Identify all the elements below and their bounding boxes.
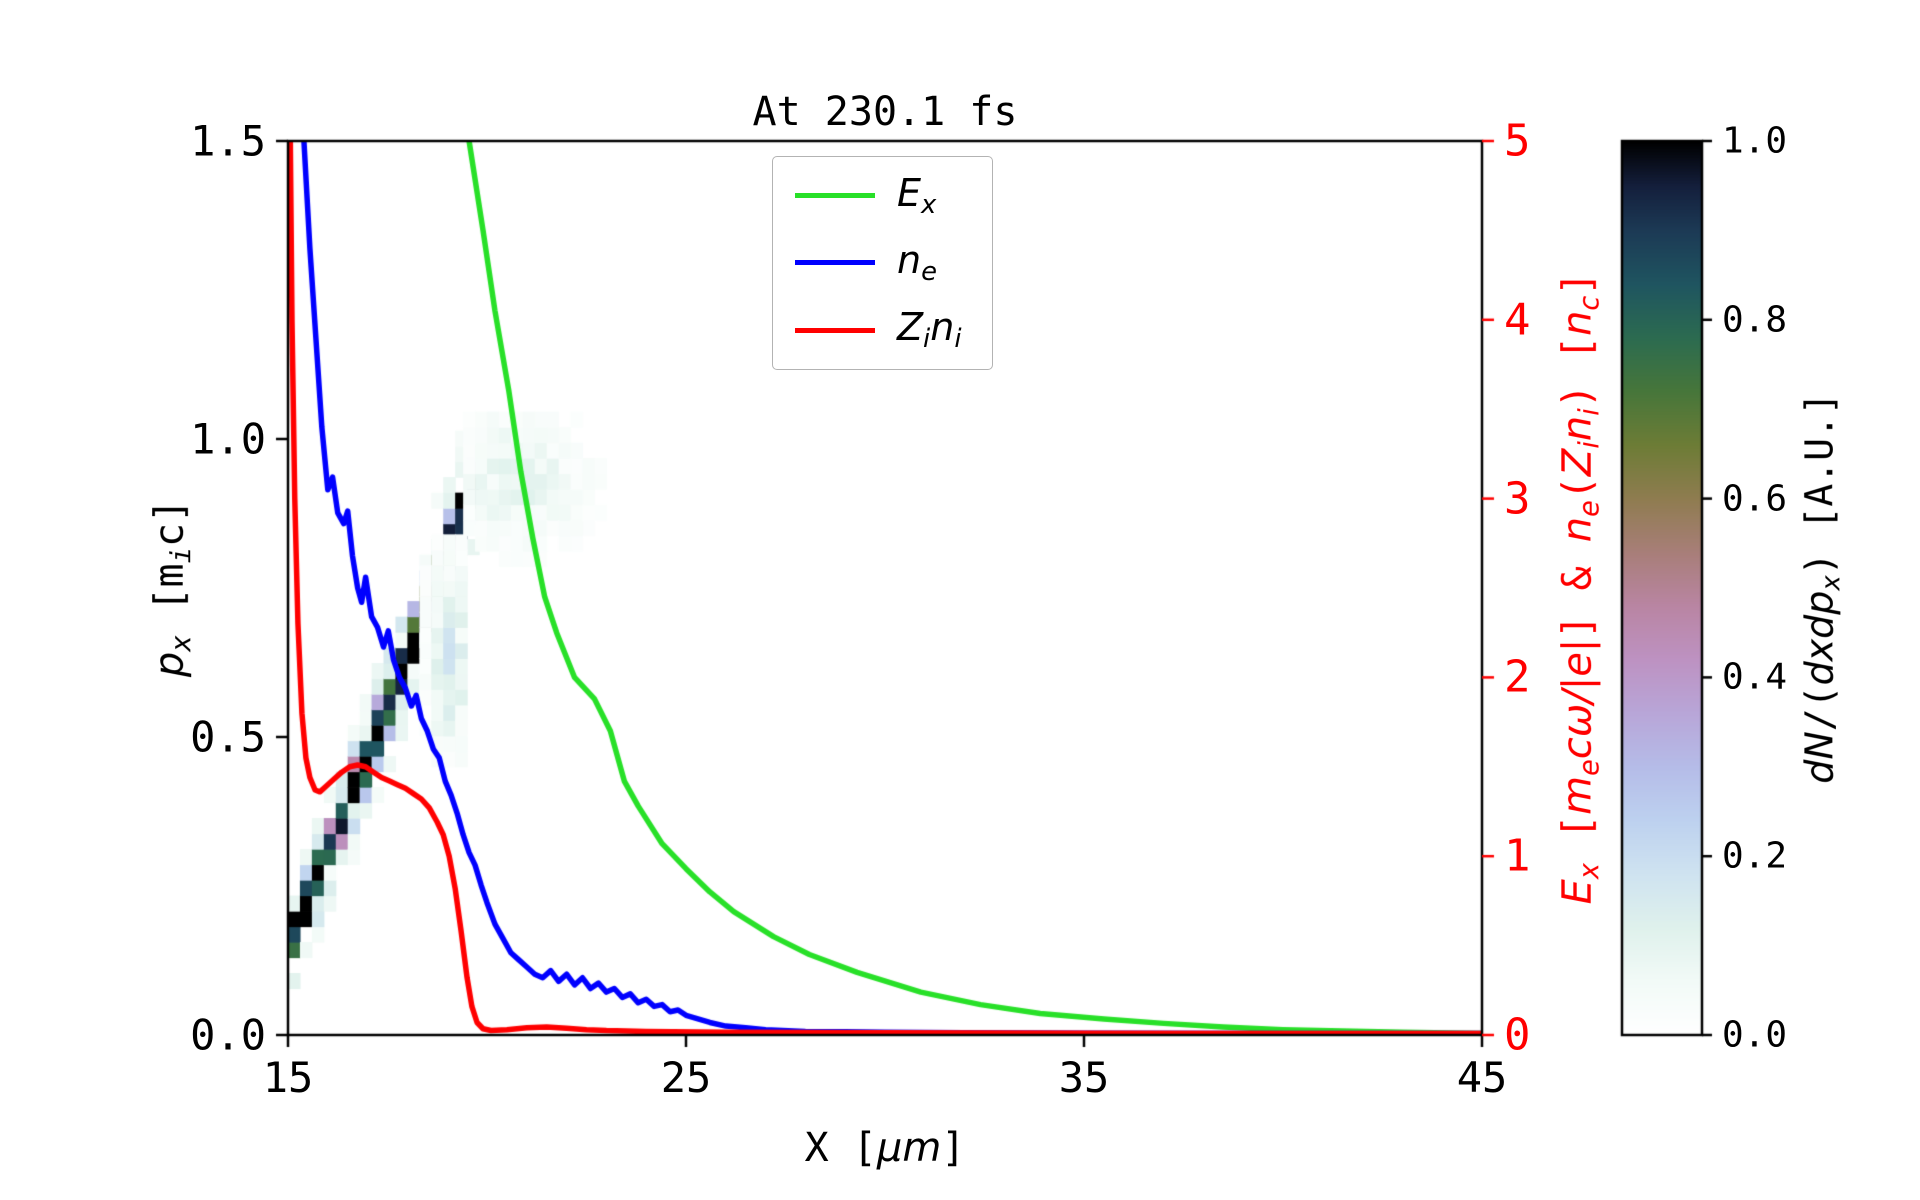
- y-left-tick-label: 1.5: [190, 116, 266, 166]
- legend-item: ne: [795, 238, 962, 287]
- label-segment: n: [1554, 415, 1601, 442]
- colorbar-label: dN/(dxdpx) [A.U.]: [1797, 392, 1846, 784]
- legend-line-swatch: [795, 327, 875, 333]
- y-left-axis-label: px [mic]: [147, 499, 198, 677]
- label-segment: n: [1554, 310, 1601, 336]
- label-segment: X [: [804, 1125, 877, 1171]
- label-segment: c: [1574, 295, 1606, 311]
- y-right-tick-label: 5: [1504, 115, 1531, 167]
- colorbar-tick-label: 1.0: [1722, 120, 1788, 162]
- legend-item: Ex: [795, 171, 962, 220]
- label-segment: Z: [897, 305, 924, 350]
- legend-item-label: Zini: [897, 305, 962, 354]
- label-segment: /(: [1797, 685, 1842, 732]
- label-segment: p: [146, 651, 193, 678]
- y-right-tick-label: 3: [1504, 473, 1531, 525]
- label-segment: ) [: [1554, 335, 1601, 409]
- label-segment: ) [A.U.]: [1797, 392, 1842, 576]
- label-segment: dN: [1797, 731, 1842, 784]
- label-segment: Z: [1554, 448, 1601, 477]
- colorbar-tick-label: 0.8: [1722, 299, 1788, 341]
- label-segment: E: [897, 171, 922, 215]
- label-segment: μm: [876, 1125, 942, 1171]
- label-segment: n: [1554, 516, 1601, 543]
- y-left-tick-label: 0.5: [190, 712, 266, 762]
- label-segment: i: [166, 547, 198, 564]
- label-segment: dxdp: [1797, 590, 1842, 686]
- x-tick-label: 45: [1456, 1053, 1508, 1102]
- y-right-tick-label: 4: [1504, 294, 1531, 346]
- colorbar-tick-label: 0.4: [1722, 656, 1788, 698]
- x-tick-label: 35: [1058, 1053, 1110, 1102]
- label-segment: ] &: [1554, 542, 1601, 639]
- y-left-tick-label: 0.0: [190, 1010, 266, 1060]
- label-segment: i: [923, 324, 931, 355]
- chart-title: At 230.1 fs: [752, 89, 1018, 135]
- y-right-tick-label: 1: [1504, 830, 1531, 882]
- label-segment: e: [921, 257, 937, 288]
- legend-item: Zini: [795, 305, 962, 355]
- label-segment: [: [1554, 814, 1601, 864]
- y-left-tick-label: 1.0: [190, 414, 266, 464]
- label-segment: i: [1574, 441, 1606, 449]
- label-segment: e: [1574, 759, 1606, 776]
- legend-line-swatch: [795, 193, 875, 199]
- y-right-tick-label: 0: [1504, 1009, 1531, 1061]
- colorbar-tick-label: 0.6: [1722, 478, 1788, 520]
- colorbar-tick-label: 0.2: [1722, 835, 1788, 877]
- x-axis-label: X [μm]: [805, 1125, 966, 1171]
- legend-item-label: Ex: [897, 171, 936, 220]
- legend-line-swatch: [795, 260, 875, 266]
- label-segment: ]: [1554, 271, 1601, 296]
- label-segment: i: [1574, 408, 1606, 416]
- label-segment: m: [1554, 775, 1601, 815]
- label-segment: n: [897, 238, 922, 283]
- x-tick-label: 25: [660, 1053, 712, 1102]
- label-segment: n: [930, 305, 955, 350]
- label-segment: c]: [146, 498, 193, 548]
- label-segment: E: [1554, 879, 1601, 905]
- label-segment: x: [1816, 575, 1847, 591]
- y-right-axis-label: Ex [mecω/|e|] & ne(Zini) [nc]: [1555, 272, 1606, 905]
- label-segment: x: [921, 190, 937, 221]
- colorbar-tick-label: 0.0: [1722, 1014, 1788, 1056]
- label-segment: (: [1554, 476, 1601, 501]
- label-segment: cω/|e|: [1554, 638, 1601, 760]
- label-segment: ]: [941, 1125, 966, 1171]
- label-segment: i: [954, 324, 962, 355]
- label-segment: x: [1574, 863, 1606, 880]
- label-segment: x: [166, 635, 198, 652]
- legend-item-label: ne: [897, 238, 937, 287]
- label-segment: e: [1574, 500, 1606, 517]
- y-right-tick-label: 2: [1504, 651, 1531, 703]
- legend: Ex ne Zini: [772, 156, 993, 370]
- label-segment: [m: [146, 563, 193, 636]
- x-tick-label: 15: [262, 1053, 314, 1102]
